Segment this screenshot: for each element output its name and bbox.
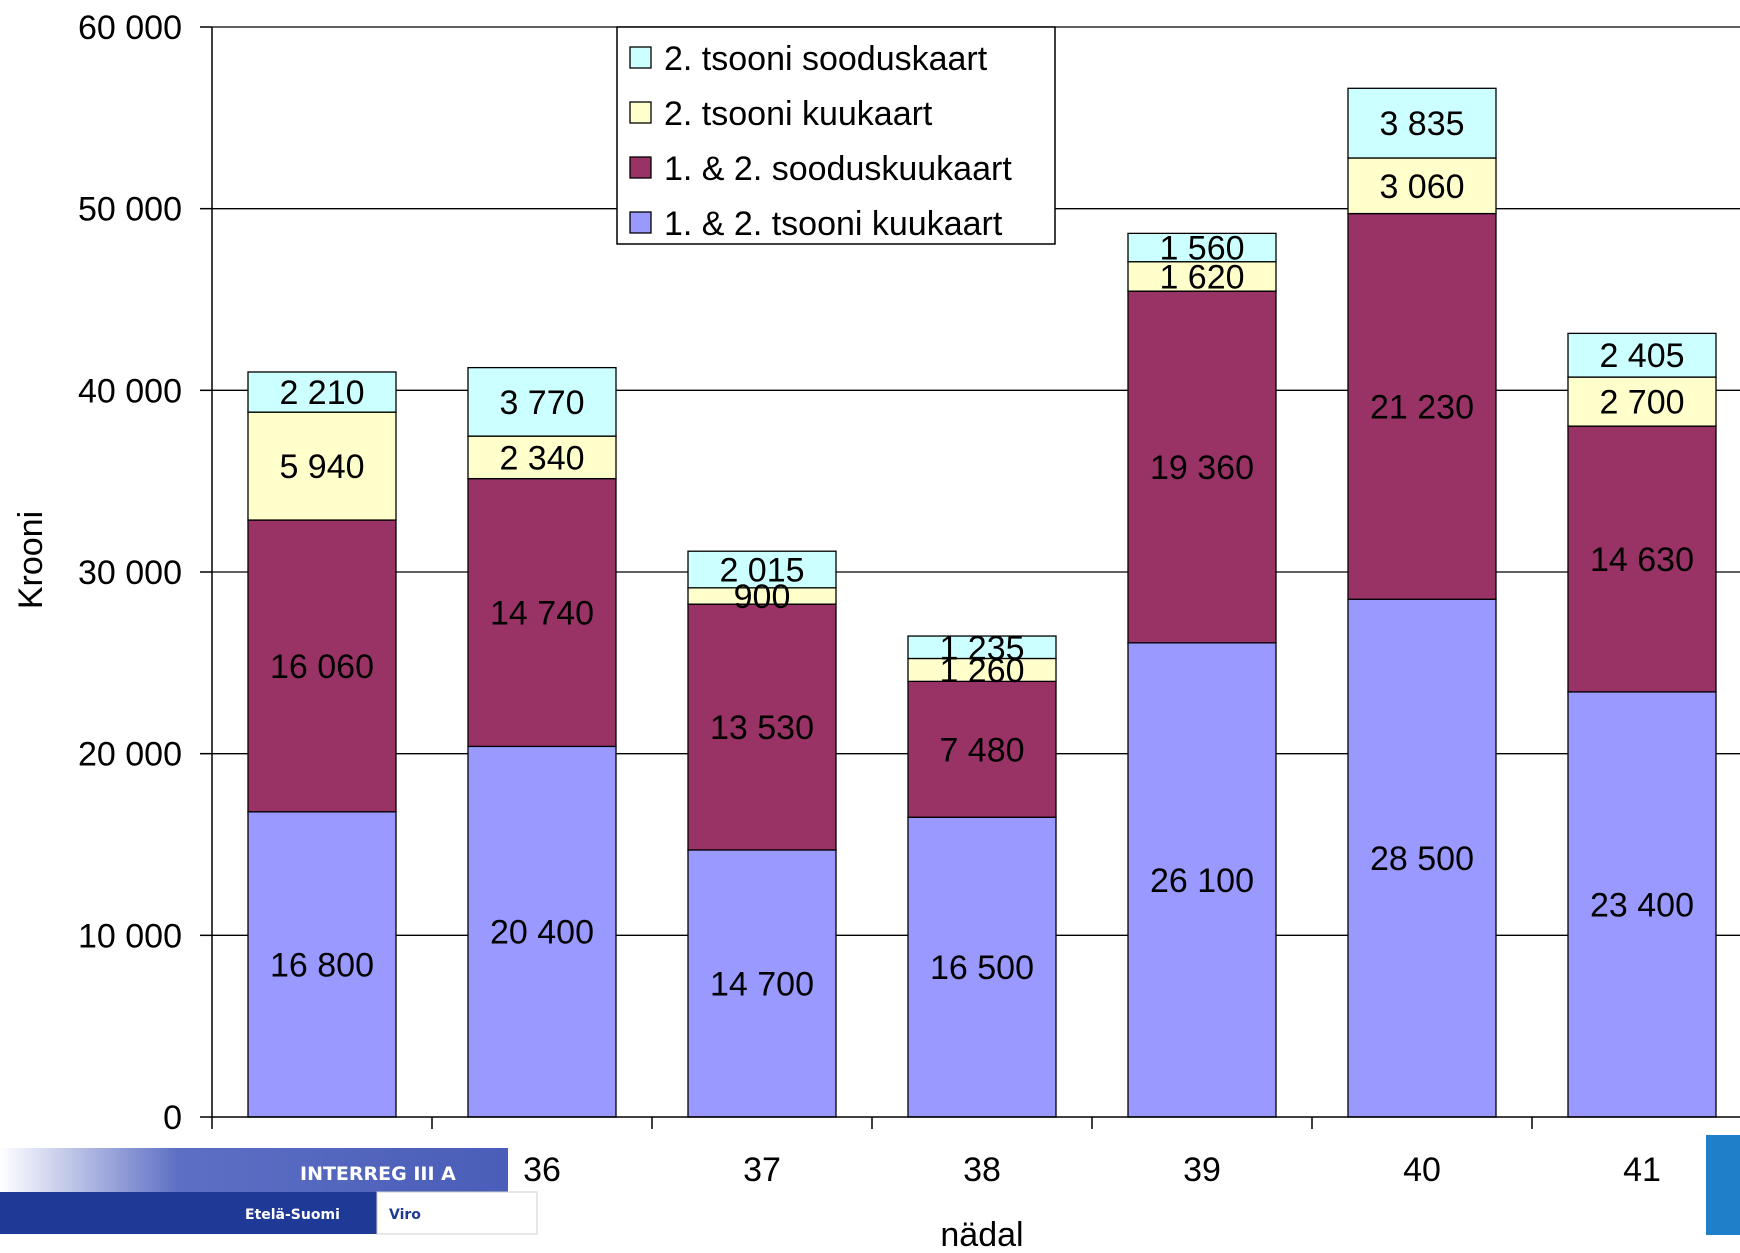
- bar-segment: [907, 680, 1057, 818]
- logo-left-block: [0, 1192, 377, 1234]
- data-label: 900: [734, 578, 791, 616]
- data-label: 1 620: [1159, 258, 1244, 296]
- bar-segment: [1567, 691, 1717, 1118]
- bar-segment: [1127, 290, 1277, 644]
- axes: [200, 26, 1740, 1129]
- data-label: 16 500: [930, 949, 1034, 987]
- data-label: 5 940: [279, 448, 364, 486]
- logo-right-text: Viro: [389, 1207, 421, 1223]
- bar-segment: [1567, 332, 1717, 378]
- bar-segment: [687, 603, 837, 851]
- y-tick-label: 60 000: [78, 9, 182, 47]
- bar-segment: [467, 366, 617, 437]
- bar-segment: [1567, 376, 1717, 427]
- data-label: 21 230: [1370, 388, 1474, 426]
- x-tick-label: 36: [523, 1151, 561, 1189]
- legend: 2. tsooni sooduskaart 2. tsooni kuukaart 1…: [616, 26, 1056, 245]
- bar-segment: [1347, 87, 1497, 159]
- data-label: 28 500: [1370, 840, 1474, 878]
- data-label: 13 530: [710, 709, 814, 747]
- bar-segment: [247, 519, 397, 813]
- corner-tab: [1706, 1135, 1740, 1235]
- data-label: 7 480: [939, 731, 1024, 769]
- bar-segment: [1347, 598, 1497, 1118]
- data-label: 2 015: [719, 552, 804, 590]
- bar-segment: [467, 477, 617, 748]
- legend-label: 2. tsooni kuukaart: [664, 95, 933, 133]
- data-label: 1 560: [1159, 230, 1244, 268]
- x-tick-label: 38: [963, 1151, 1001, 1189]
- legend-label: 1. & 2. tsooni kuukaart: [664, 205, 1003, 243]
- bar-segment: [1347, 157, 1497, 215]
- data-label: 19 360: [1150, 449, 1254, 487]
- data-label: 3 060: [1379, 168, 1464, 206]
- bar-segment: [907, 816, 1057, 1118]
- data-label: 2 210: [279, 374, 364, 412]
- bar-segment: [467, 745, 617, 1118]
- legend-label: 2. tsooni sooduskaart: [664, 40, 988, 78]
- y-axis-title: Krooni: [12, 511, 50, 609]
- y-tick-label: 40 000: [78, 372, 182, 410]
- legend-box: [616, 26, 1056, 245]
- logo-banner: [0, 1148, 508, 1192]
- y-tick-label: 30 000: [78, 554, 182, 592]
- bar-segment: [907, 635, 1057, 660]
- bar-segment: [1127, 261, 1277, 292]
- y-tick-label: 0: [163, 1099, 182, 1137]
- x-axis-title: nädal: [940, 1216, 1023, 1253]
- y-tick-label: 10 000: [78, 917, 182, 955]
- y-tick-label: 50 000: [78, 191, 182, 229]
- bar-segment: [247, 371, 397, 413]
- legend-swatch: [629, 46, 652, 69]
- bar-segment: [1127, 642, 1277, 1118]
- data-label: 1 235: [939, 629, 1024, 667]
- data-label: 16 060: [270, 648, 374, 686]
- x-tick-label: 40: [1403, 1151, 1441, 1189]
- legend-swatch: [629, 211, 652, 234]
- data-label: 23 400: [1590, 886, 1694, 924]
- data-label: 14 630: [1590, 541, 1694, 579]
- logo-title: INTERREG III A: [300, 1163, 456, 1185]
- x-tick-label: 41: [1623, 1151, 1661, 1189]
- x-tick-label: 39: [1183, 1151, 1221, 1189]
- legend-swatch: [629, 156, 652, 179]
- interreg-logo: INTERREG III A Etelä-Suomi Viro: [0, 1148, 538, 1235]
- data-label: 26 100: [1150, 862, 1254, 900]
- x-tick-label: 37: [743, 1151, 781, 1189]
- logo-right-block: [376, 1191, 538, 1235]
- legend-swatch: [629, 101, 652, 124]
- data-label: 2 405: [1599, 337, 1684, 375]
- data-label: 3 835: [1379, 105, 1464, 143]
- data-label: 20 400: [490, 914, 594, 952]
- bars: 16 800 16 060 5 940 2 210 20 400 14 740 2 340 3…: [247, 87, 1717, 1118]
- data-label: 14 740: [490, 595, 594, 633]
- data-label: 1 260: [939, 652, 1024, 690]
- bar-segment: [1347, 212, 1497, 600]
- bar-segment: [247, 411, 397, 521]
- data-label: 3 770: [499, 384, 584, 422]
- bar-segment: [1567, 425, 1717, 693]
- logo-left-text: Etelä-Suomi: [245, 1207, 340, 1223]
- data-label: 2 340: [499, 439, 584, 477]
- legend-label: 1. & 2. sooduskuukaart: [664, 150, 1012, 188]
- data-label: 16 800: [270, 946, 374, 984]
- data-label: 14 700: [710, 965, 814, 1003]
- bar-segment: [687, 550, 837, 589]
- data-label: 2 700: [1599, 384, 1684, 422]
- bar-segment: [1127, 232, 1277, 263]
- y-tick-label: 20 000: [78, 736, 182, 774]
- bar-segment: [467, 435, 617, 480]
